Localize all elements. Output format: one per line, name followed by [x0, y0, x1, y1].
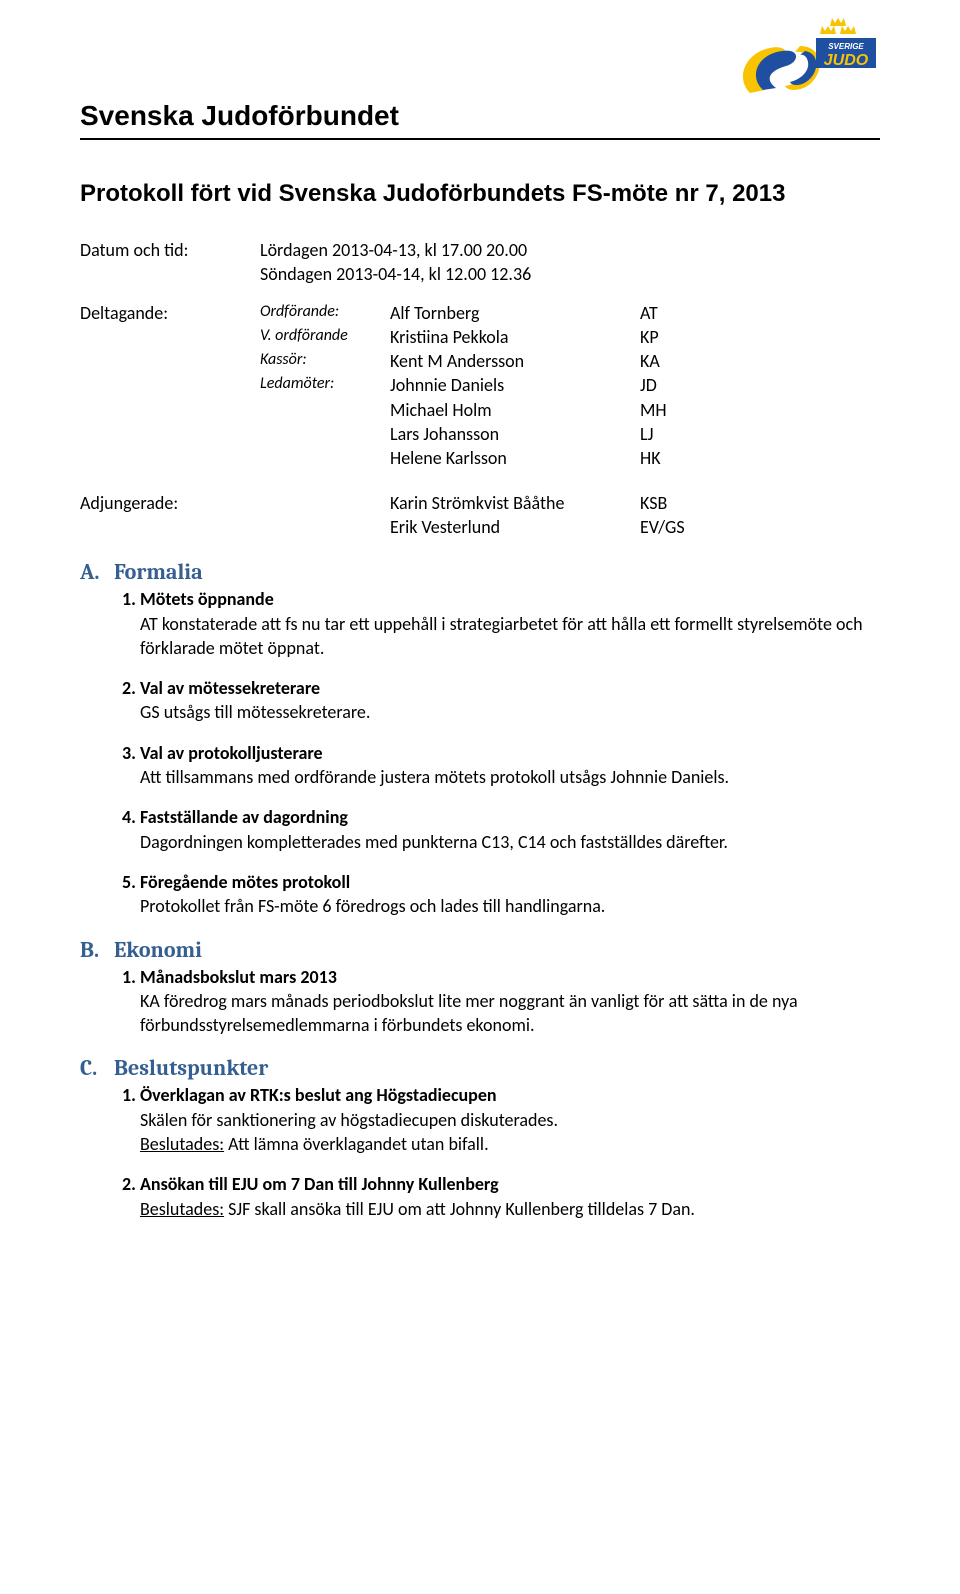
list-item: Val av mötessekreterare GS utsågs till m… [140, 676, 880, 725]
list-item: Mötets öppnande AT konstaterade att fs n… [140, 587, 880, 660]
adjunct-name: Karin Strömkvist Bååthe [390, 491, 640, 515]
item-title: Överklagan av RTK:s beslut ang Högstadie… [140, 1084, 497, 1106]
item-title: Val av mötessekreterare [140, 677, 320, 699]
section-letter: C. [80, 1055, 114, 1081]
datum-row: Datum och tid: Lördagen 2013-04-13, kl 1… [80, 238, 880, 287]
list-item: Ansökan till EJU om 7 Dan till Johnny Ku… [140, 1172, 880, 1221]
datum-values: Lördagen 2013-04-13, kl 17.00 20.00 Sönd… [260, 238, 531, 287]
item-body: GS utsågs till mötessekreterare. [140, 701, 370, 723]
item-body: KA föredrog mars månads periodbokslut li… [140, 990, 798, 1036]
participant-abbr: LJ [640, 422, 700, 446]
participant-abbr: MH [640, 398, 700, 422]
section-c-heading: C.Beslutspunkter [80, 1055, 880, 1081]
participant-abbr: KA [640, 349, 700, 373]
sverige-judo-logo: SVERIGE JUDO [730, 18, 880, 108]
item-body: Protokollet från FS-möte 6 föredrogs och… [140, 895, 605, 917]
section-letter: B. [80, 937, 114, 963]
svg-text:JUDO: JUDO [824, 52, 869, 69]
beslut-label: Beslutades: [140, 1133, 224, 1155]
role-kassor: Kassör: [260, 349, 390, 373]
document-page: SVERIGE JUDO Svenska Judoförbundet Proto… [0, 0, 960, 1287]
item-body: Dagordningen kompletterades med punktern… [140, 831, 728, 853]
item-body: Att tillsammans med ordförande justera m… [140, 766, 729, 788]
datum-line1: Lördagen 2013-04-13, kl 17.00 20.00 [260, 238, 531, 262]
beslut-text: SJF skall ansöka till EJU om att Johnny … [224, 1198, 695, 1220]
participant-name: Helene Karlsson [390, 446, 640, 470]
participant-name: Kristiina Pekkola [390, 325, 640, 349]
role-vordforande: V. ordförande [260, 325, 390, 349]
list-item: Överklagan av RTK:s beslut ang Högstadie… [140, 1083, 880, 1156]
datum-line2: Söndagen 2013-04-14, kl 12.00 12.36 [260, 262, 531, 286]
item-body: Skälen för sanktionering av högstadiecup… [140, 1109, 558, 1131]
role-ordforande: Ordförande: [260, 301, 390, 325]
deltagande-label: Deltagande: [80, 301, 260, 325]
item-title: Föregående mötes protokoll [140, 871, 350, 893]
list-item: Fastställande av dagordning Dagordningen… [140, 805, 880, 854]
section-a-heading: A.Formalia [80, 559, 880, 585]
participant-name: Alf Tornberg [390, 301, 640, 325]
beslut-label: Beslutades: [140, 1198, 224, 1220]
section-title: Formalia [114, 559, 203, 585]
list-item: Månadsbokslut mars 2013 KA föredrog mars… [140, 965, 880, 1038]
item-title: Fastställande av dagordning [140, 806, 348, 828]
section-title: Beslutspunkter [114, 1055, 268, 1081]
adjunct-name: Erik Vesterlund [390, 515, 640, 539]
item-title: Mötets öppnande [140, 588, 274, 610]
section-title: Ekonomi [114, 937, 202, 963]
adjunct-abbr: KSB [640, 491, 700, 515]
participant-name: Lars Johansson [390, 422, 640, 446]
adjunct-block: Adjungerade: Karin Strömkvist Bååthe KSB… [80, 491, 880, 540]
participant-abbr: AT [640, 301, 700, 325]
section-b-heading: B.Ekonomi [80, 937, 880, 963]
section-c-list: Överklagan av RTK:s beslut ang Högstadie… [80, 1083, 880, 1220]
item-body: AT konstaterade att fs nu tar ett uppehå… [140, 613, 863, 659]
datum-label: Datum och tid: [80, 238, 260, 287]
participant-name: Kent M Andersson [390, 349, 640, 373]
adjungerade-label: Adjungerade: [80, 491, 260, 515]
section-a-list: Mötets öppnande AT konstaterade att fs n… [80, 587, 880, 918]
item-title: Månadsbokslut mars 2013 [140, 966, 337, 988]
participant-abbr: KP [640, 325, 700, 349]
participant-name: Johnnie Daniels [390, 373, 640, 397]
beslut-text: Att lämna överklagandet utan bifall. [224, 1133, 489, 1155]
item-title: Ansökan till EJU om 7 Dan till Johnny Ku… [140, 1173, 499, 1195]
document-title: Protokoll fört vid Svenska Judoförbundet… [80, 180, 880, 208]
participant-name: Michael Holm [390, 398, 640, 422]
list-item: Föregående mötes protokoll Protokollet f… [140, 870, 880, 919]
section-letter: A. [80, 559, 114, 585]
header-rule [80, 138, 880, 140]
participant-abbr: HK [640, 446, 700, 470]
svg-text:SVERIGE: SVERIGE [828, 42, 864, 51]
role-ledamoter: Ledamöter: [260, 373, 390, 397]
adjunct-abbr: EV/GS [640, 515, 700, 539]
section-b-list: Månadsbokslut mars 2013 KA föredrog mars… [80, 965, 880, 1038]
participants-block: Deltagande: Ordförande: Alf Tornberg AT … [80, 301, 880, 471]
list-item: Val av protokolljusterare Att tillsamman… [140, 741, 880, 790]
item-title: Val av protokolljusterare [140, 742, 323, 764]
participant-abbr: JD [640, 373, 700, 397]
